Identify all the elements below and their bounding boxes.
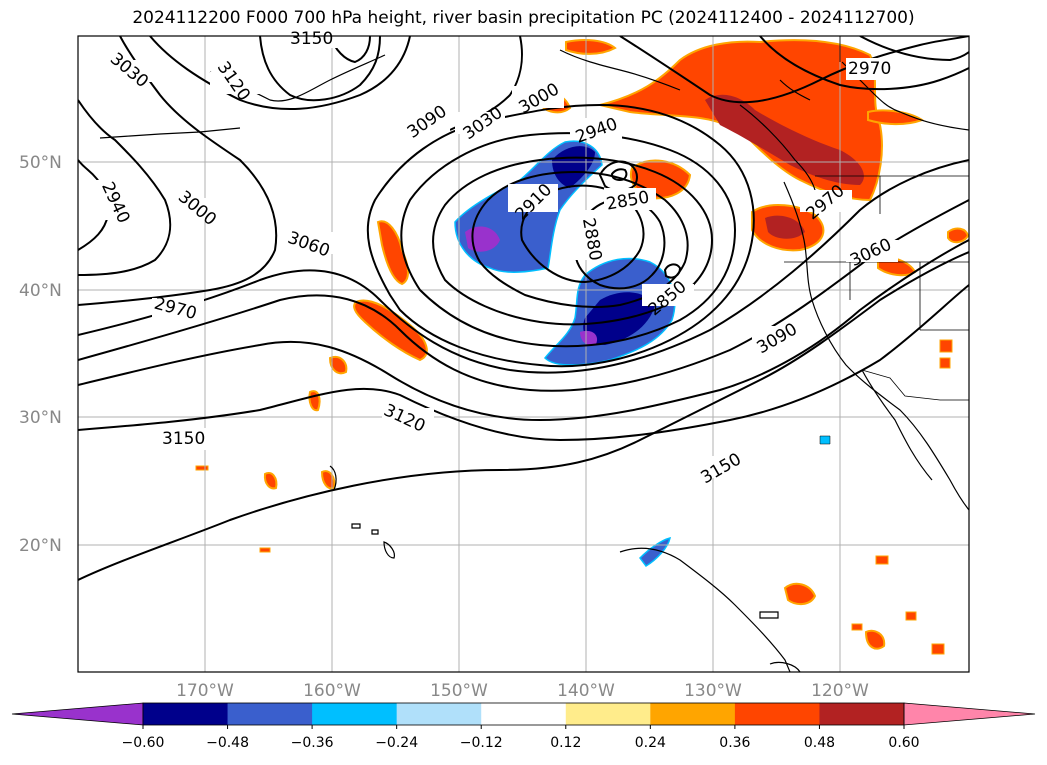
colorbar-frame [142, 702, 905, 726]
map-gridlines [78, 36, 969, 672]
colorbar-tick-label: 0.48 [804, 735, 835, 751]
colorbar-ticks: −0.60 −0.48 −0.36 −0.24 −0.12 0.12 0.24 0.36 0.4… [122, 725, 920, 751]
colorbar-cell [312, 703, 398, 725]
precip-positive-area [939, 357, 951, 369]
map-frame [77, 35, 970, 673]
precip-positive-area [259, 547, 271, 553]
colorbar-cell [396, 703, 482, 725]
precip-positive-area [320, 470, 336, 490]
contour-label: 3150 [290, 29, 333, 49]
colorbar-cell [227, 703, 313, 725]
colorbar-cell [819, 703, 905, 725]
lon-label: 160°W [303, 681, 361, 701]
latitude-labels: 50°N 40°N 30°N 20°N [19, 153, 62, 556]
precip-positive-area [376, 220, 409, 286]
lon-label: 170°W [176, 681, 234, 701]
colorbar-tick-label: −0.60 [122, 735, 165, 751]
lon-label: 140°W [557, 681, 615, 701]
precip-strong-negative-area [580, 330, 598, 346]
lon-label: 120°W [811, 681, 869, 701]
colorbar-cell [481, 703, 567, 725]
contour-label: 2970 [848, 59, 891, 79]
lon-label: 150°W [430, 681, 488, 701]
precip-negative-area [819, 435, 831, 445]
colorbar-tick-label: 0.12 [550, 735, 581, 751]
colorbar-min-extend [11, 702, 144, 726]
colorbar-tick-label: −0.24 [375, 735, 418, 751]
precip-strong-negative-area [552, 146, 595, 188]
chart-title: 2024112200 F000 700 hPa height, river ba… [132, 8, 915, 28]
height-contours [78, 36, 969, 581]
colorbar-tick-label: 0.24 [635, 735, 666, 751]
colorbar-tick-label: −0.12 [460, 735, 503, 751]
precip-positive-area [308, 390, 321, 412]
longitude-labels: 170°W 160°W 150°W 140°W 130°W 120°W [176, 681, 869, 701]
precip-positive-area [939, 339, 953, 353]
contour-label: 3150 [162, 429, 205, 449]
colorbar-cell [650, 703, 736, 725]
precip-positive-area [263, 472, 278, 490]
precip-positive-area [864, 629, 886, 650]
precip-positive-area [875, 555, 889, 565]
contour-label-backgrounds [90, 36, 898, 478]
colorbar-max-extend [903, 702, 1036, 726]
precip-positive-area [565, 39, 617, 55]
precip-positive-area [931, 643, 945, 655]
precip-positive-area [783, 582, 817, 606]
precip-strong-positive-area [765, 215, 805, 239]
colorbar-cell [734, 703, 820, 725]
precip-strong-negative-area [583, 292, 655, 345]
precip-positive-area [947, 227, 969, 244]
colorbar-cell [143, 703, 229, 725]
lat-label: 40°N [19, 281, 62, 301]
precip-negative-area [639, 536, 671, 567]
colorbar-cell [565, 703, 651, 725]
contour-label: 3150 [697, 449, 744, 488]
lon-label: 130°W [684, 681, 742, 701]
colorbar-tick-label: 0.60 [888, 735, 919, 751]
colorbar: −0.60 −0.48 −0.36 −0.24 −0.12 0.12 0.24 0.36 0.4… [11, 702, 1036, 751]
contour-label: 3030 [460, 103, 507, 144]
precip-positive-area [195, 465, 209, 471]
colorbar-tick-label: 0.36 [719, 735, 750, 751]
lat-label: 50°N [19, 153, 62, 173]
lat-label: 20°N [19, 536, 62, 556]
contour-label: 3090 [753, 319, 800, 358]
precip-positive-area [905, 611, 917, 621]
precip-positive-area [851, 623, 863, 631]
colorbar-cells [143, 703, 905, 725]
colorbar-tick-label: −0.36 [291, 735, 334, 751]
lat-label: 30°N [19, 408, 62, 428]
colorbar-tick-label: −0.48 [206, 735, 249, 751]
